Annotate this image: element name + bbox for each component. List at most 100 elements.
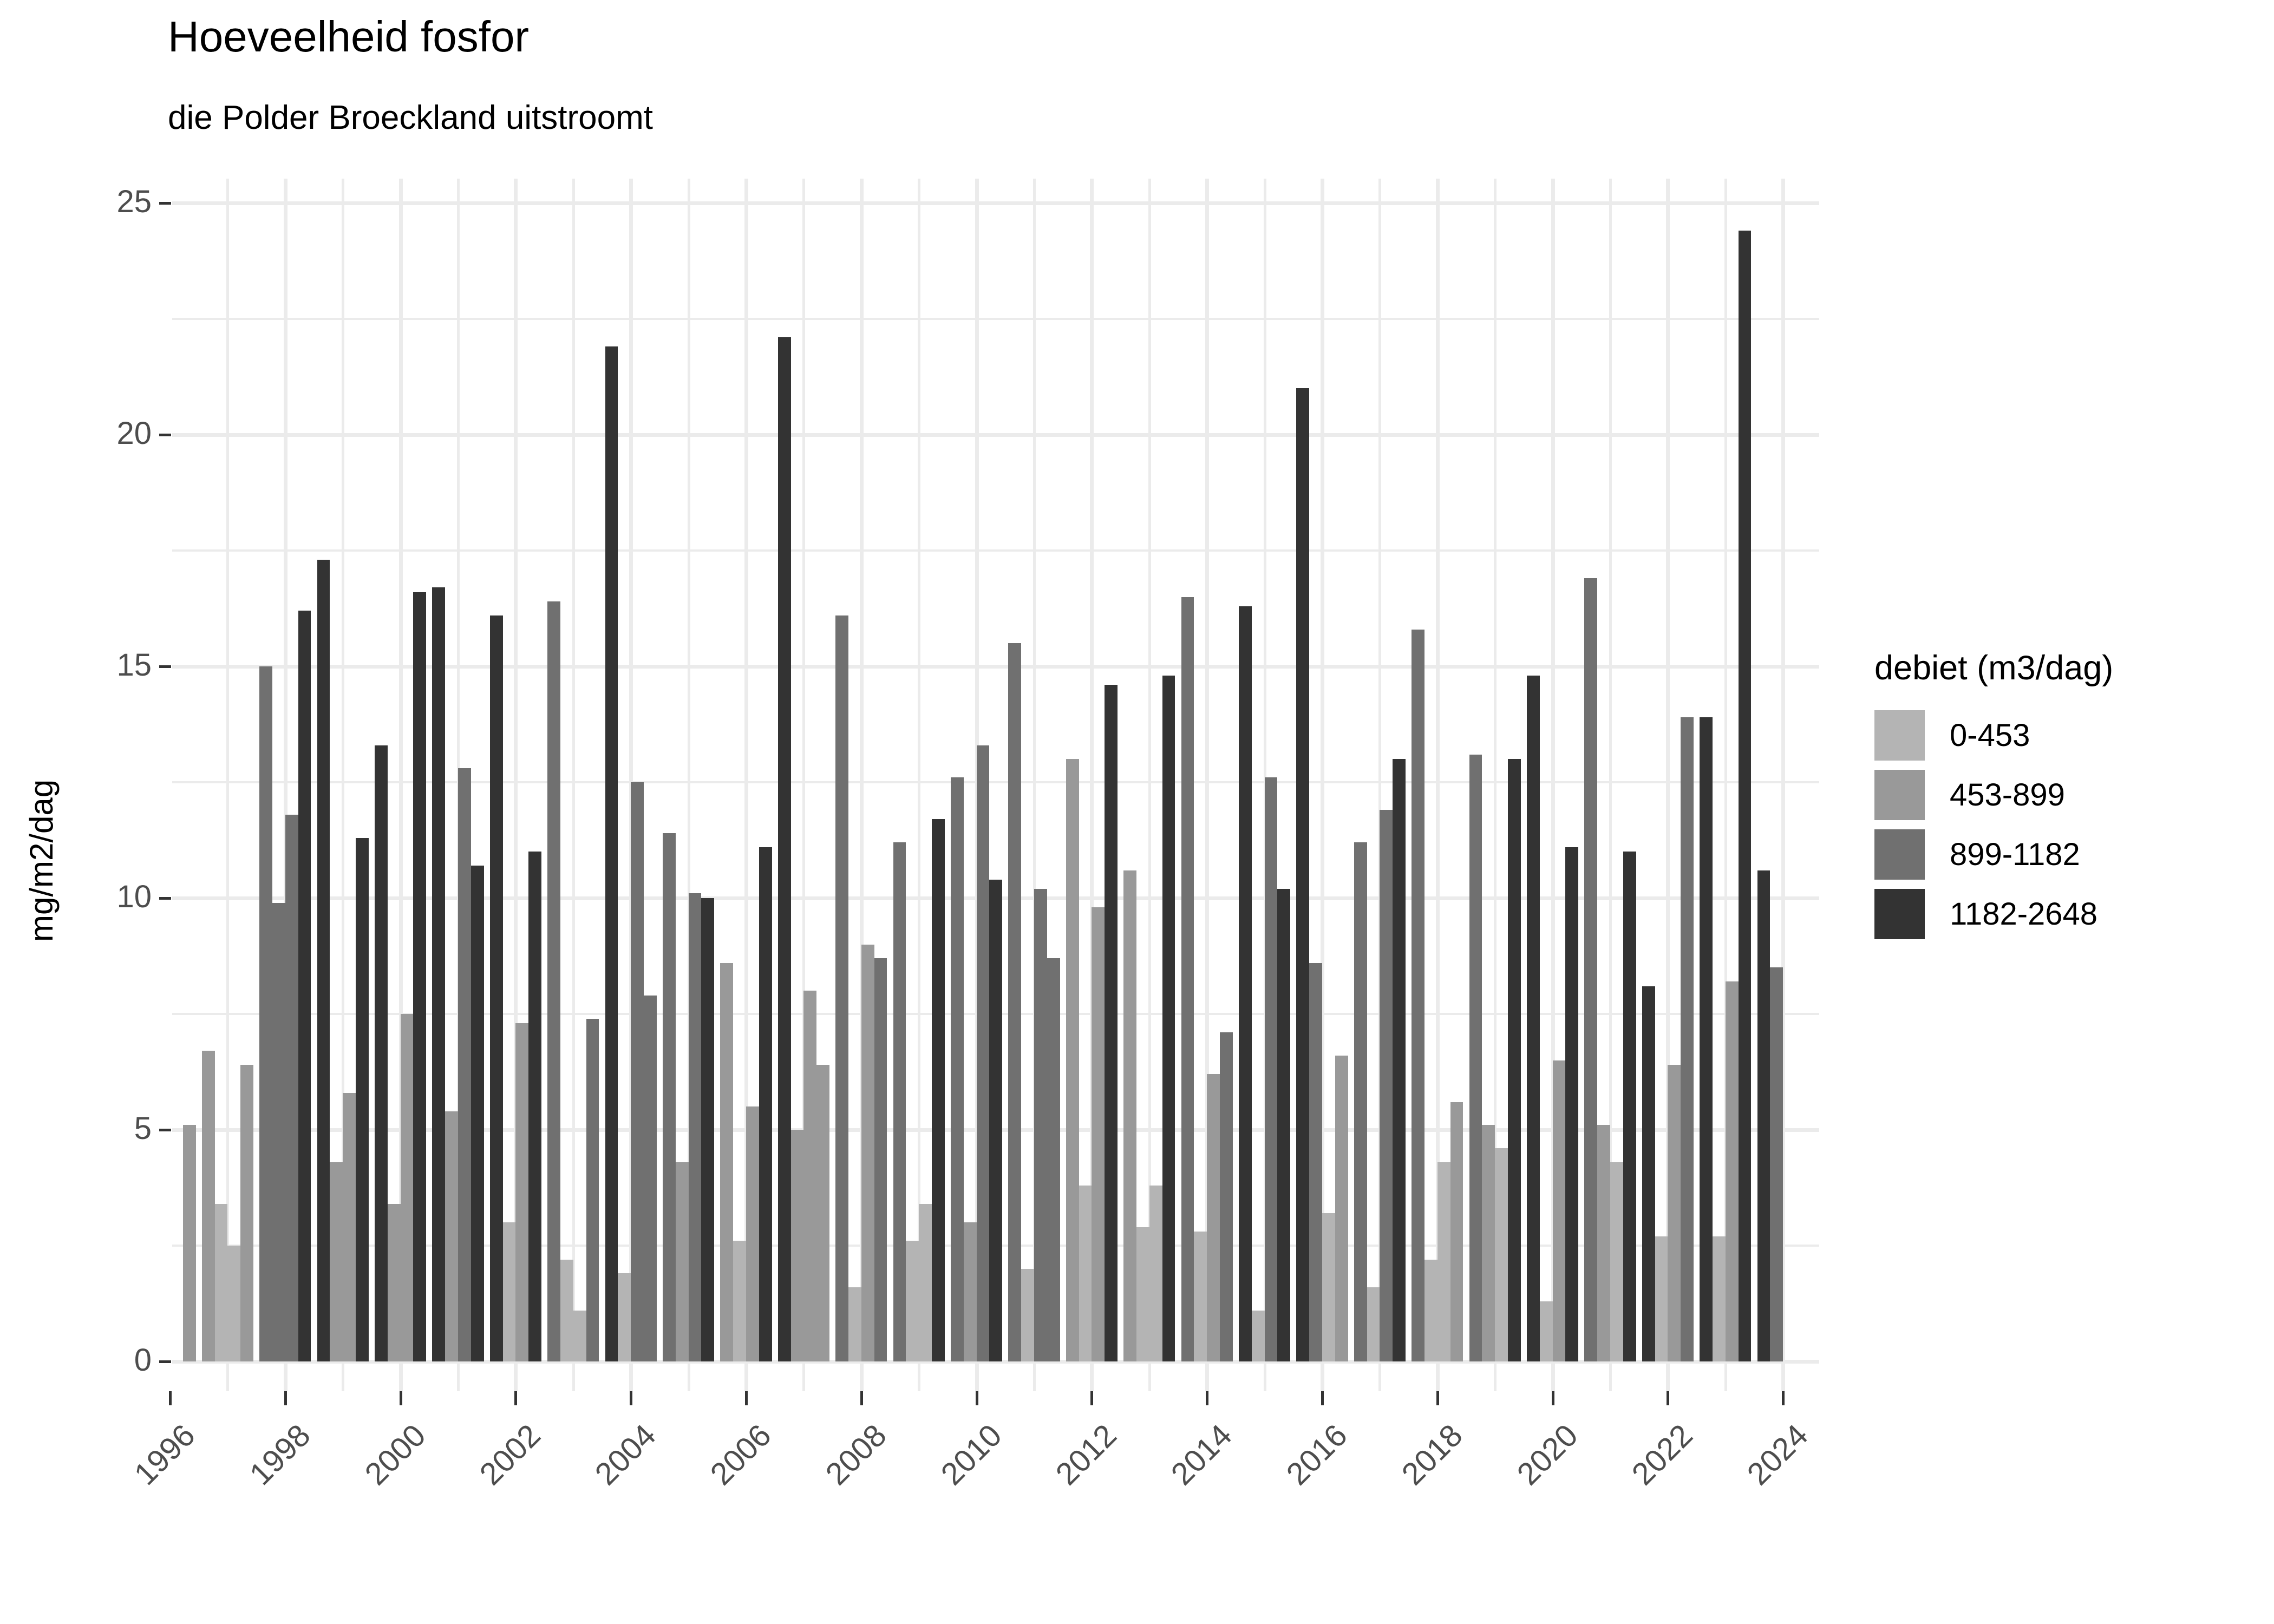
x-tick-label: 2000 [358, 1417, 433, 1492]
bar [586, 1018, 599, 1361]
bar [1681, 717, 1694, 1361]
bar [317, 560, 330, 1361]
bar [989, 879, 1003, 1361]
bar [458, 768, 471, 1361]
bar [861, 944, 874, 1361]
gridline-v-minor [918, 179, 921, 1391]
x-axis-tick [1782, 1391, 1785, 1405]
bar [240, 1065, 253, 1361]
bar [1309, 962, 1322, 1361]
x-tick-label: 2018 [1395, 1417, 1469, 1492]
bar [1393, 759, 1406, 1361]
bar [1277, 888, 1291, 1361]
y-tick-label: 5 [134, 1111, 152, 1146]
gridline-v-minor [342, 179, 345, 1391]
y-axis-tick [159, 1129, 171, 1131]
legend-swatch-icon [1874, 889, 1925, 939]
bar [1565, 847, 1579, 1361]
gridline-v-minor [1378, 179, 1382, 1391]
bar [1642, 986, 1655, 1361]
gridline-h-minor [172, 781, 1819, 783]
x-tick-label: 2016 [1279, 1417, 1354, 1492]
bar [848, 1287, 861, 1361]
bar [413, 592, 427, 1361]
bar [1047, 958, 1060, 1361]
gridline-v-major [1551, 179, 1555, 1391]
bar [874, 958, 887, 1361]
bar [400, 1014, 414, 1361]
bar [1021, 1268, 1034, 1361]
bar [777, 337, 791, 1361]
legend: debiet (m3/dag) 0-453 453-899 899-1182 1… [1874, 649, 2113, 948]
y-axis-tick [159, 665, 171, 668]
bar [1136, 1227, 1149, 1361]
bar [1713, 1236, 1726, 1361]
legend-item: 899-1182 [1874, 829, 2113, 880]
bar [515, 1023, 529, 1361]
bar [1335, 1056, 1348, 1361]
gridline-v-minor [802, 179, 806, 1391]
x-axis-tick [1667, 1391, 1670, 1405]
bar [1668, 1065, 1681, 1361]
bar [387, 1203, 401, 1361]
bar [1610, 1162, 1623, 1361]
bar [893, 842, 906, 1361]
x-tick-label: 2004 [588, 1417, 663, 1492]
bar [1105, 685, 1118, 1361]
plot-panel [172, 179, 1819, 1391]
bar [214, 1203, 228, 1361]
gridline-h-major [172, 1360, 1819, 1364]
bar [298, 611, 311, 1361]
bar [1079, 1185, 1092, 1361]
x-tick-label: 2022 [1625, 1417, 1700, 1492]
x-axis-tick [1436, 1391, 1439, 1405]
gridline-h-minor [172, 318, 1819, 320]
x-axis-tick [514, 1391, 518, 1405]
bar [701, 898, 715, 1361]
y-tick-label: 25 [116, 184, 152, 219]
x-axis-tick [1551, 1391, 1554, 1405]
bar [932, 819, 945, 1361]
bar [1623, 852, 1636, 1361]
bar [1508, 759, 1521, 1361]
bar [1700, 717, 1713, 1361]
legend-swatch-icon [1874, 770, 1925, 820]
bar [720, 962, 734, 1361]
bar [432, 587, 446, 1361]
x-axis-tick [399, 1391, 402, 1405]
x-tick-label: 2006 [703, 1417, 778, 1492]
x-tick-label: 2012 [1049, 1417, 1124, 1492]
bar [547, 601, 560, 1361]
bar [285, 814, 298, 1361]
bar [1552, 1060, 1566, 1361]
gridline-v-major [514, 179, 518, 1391]
bar [951, 777, 964, 1361]
x-axis-tick [975, 1391, 978, 1405]
bar [330, 1162, 343, 1361]
bar [560, 1259, 573, 1361]
bar [1239, 606, 1252, 1361]
gridline-v-major [1435, 179, 1440, 1391]
bar [790, 1130, 804, 1361]
bar [976, 745, 990, 1361]
gridline-v-minor [1033, 179, 1036, 1391]
gridline-v-major [1666, 179, 1670, 1391]
bar [803, 991, 817, 1361]
bar [816, 1065, 829, 1361]
bar [1264, 777, 1278, 1361]
bar [835, 615, 848, 1361]
legend-item-label: 453-899 [1950, 777, 2065, 813]
bar [1597, 1125, 1610, 1361]
bar [1207, 1074, 1220, 1361]
bar [502, 1222, 516, 1361]
bar [182, 1125, 196, 1361]
x-axis-tick [169, 1391, 172, 1405]
bar [1527, 676, 1540, 1361]
x-axis-tick [1206, 1391, 1209, 1405]
x-axis-tick [745, 1391, 748, 1405]
legend-item: 1182-2648 [1874, 889, 2113, 939]
bar [1251, 1310, 1265, 1361]
legend-item: 0-453 [1874, 710, 2113, 761]
legend-item: 453-899 [1874, 770, 2113, 820]
